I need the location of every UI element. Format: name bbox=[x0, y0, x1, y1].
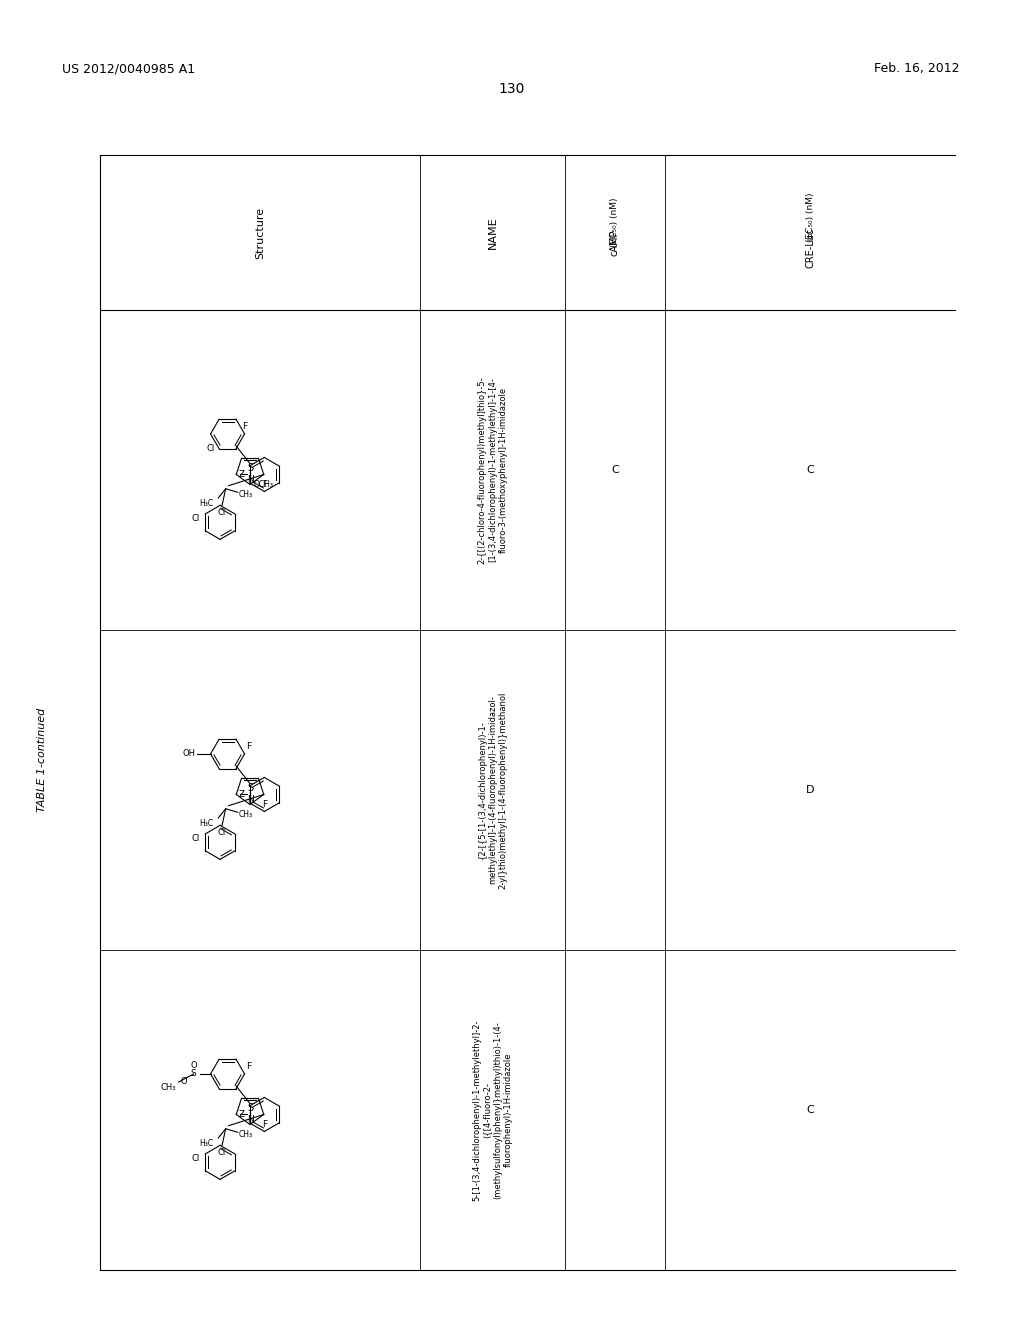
Text: N: N bbox=[247, 1115, 253, 1123]
Text: Cl: Cl bbox=[218, 508, 226, 517]
Text: Structure: Structure bbox=[255, 206, 265, 259]
Text: Cl: Cl bbox=[191, 834, 200, 843]
Text: Z: Z bbox=[239, 1110, 245, 1119]
Text: C: C bbox=[806, 465, 814, 475]
Text: Cl: Cl bbox=[218, 1148, 226, 1156]
Text: F: F bbox=[262, 1119, 267, 1129]
Text: (EC₅₀) (nM): (EC₅₀) (nM) bbox=[806, 193, 814, 243]
Text: F: F bbox=[262, 800, 267, 809]
Text: NAME: NAME bbox=[487, 216, 498, 248]
Text: H₃C: H₃C bbox=[200, 820, 213, 829]
Text: {2-[{5-[1-(3,4-dichlorophenyl)-1-
methylethyl]-1-(4-fluorophenyl)-1H-imidazol-
2: {2-[{5-[1-(3,4-dichlorophenyl)-1- methyl… bbox=[477, 692, 508, 888]
Text: S: S bbox=[247, 462, 253, 473]
Text: F: F bbox=[242, 422, 247, 432]
Text: C: C bbox=[611, 465, 618, 475]
Text: 5-[1-(3,4-dichlorophenyl)-1-methylethyl]-2-
({[4-fluoro-2-
(methylsulfonyl)pheny: 5-[1-(3,4-dichlorophenyl)-1-methylethyl]… bbox=[472, 1019, 513, 1201]
Text: CH₃: CH₃ bbox=[239, 490, 253, 499]
Text: Cl: Cl bbox=[218, 828, 226, 837]
Text: H₃C: H₃C bbox=[200, 499, 213, 508]
Text: O: O bbox=[190, 1061, 197, 1071]
Text: F: F bbox=[246, 1063, 251, 1072]
Text: 2-{[(2-chloro-4-fluorophenyl)methyl]thio}-5-
[1-(3,4-dichlorophenyl)-1-methyleth: 2-{[(2-chloro-4-fluorophenyl)methyl]thio… bbox=[477, 376, 508, 564]
Text: CRE-Luc: CRE-Luc bbox=[805, 227, 815, 268]
Text: N: N bbox=[247, 475, 253, 484]
Text: OCH₃: OCH₃ bbox=[254, 480, 273, 490]
Text: CH₃: CH₃ bbox=[239, 1130, 253, 1139]
Text: Cl: Cl bbox=[191, 1155, 200, 1163]
Text: Z: Z bbox=[239, 470, 245, 479]
Text: S: S bbox=[190, 1069, 197, 1078]
Text: C: C bbox=[806, 1105, 814, 1115]
Text: CH₃: CH₃ bbox=[239, 809, 253, 818]
Text: cAMP: cAMP bbox=[610, 230, 620, 256]
Text: CH₃: CH₃ bbox=[161, 1084, 176, 1093]
Text: US 2012/0040985 A1: US 2012/0040985 A1 bbox=[62, 62, 196, 75]
Text: OH: OH bbox=[182, 750, 196, 759]
Text: O: O bbox=[180, 1077, 187, 1086]
Text: Cl: Cl bbox=[207, 445, 215, 453]
Text: F: F bbox=[246, 742, 251, 751]
Text: S: S bbox=[247, 1102, 253, 1113]
Text: TABLE 1-continued: TABLE 1-continued bbox=[37, 708, 47, 812]
Text: S: S bbox=[247, 783, 253, 792]
Text: N: N bbox=[247, 795, 253, 804]
Text: H₃C: H₃C bbox=[200, 1139, 213, 1148]
Text: Cl: Cl bbox=[191, 515, 200, 523]
Text: F: F bbox=[262, 480, 267, 488]
Text: Z: Z bbox=[239, 789, 245, 799]
Text: D: D bbox=[806, 785, 814, 795]
Text: 130: 130 bbox=[499, 82, 525, 96]
Text: (EC₅₀) (nM): (EC₅₀) (nM) bbox=[610, 198, 620, 247]
Text: Feb. 16, 2012: Feb. 16, 2012 bbox=[874, 62, 961, 75]
